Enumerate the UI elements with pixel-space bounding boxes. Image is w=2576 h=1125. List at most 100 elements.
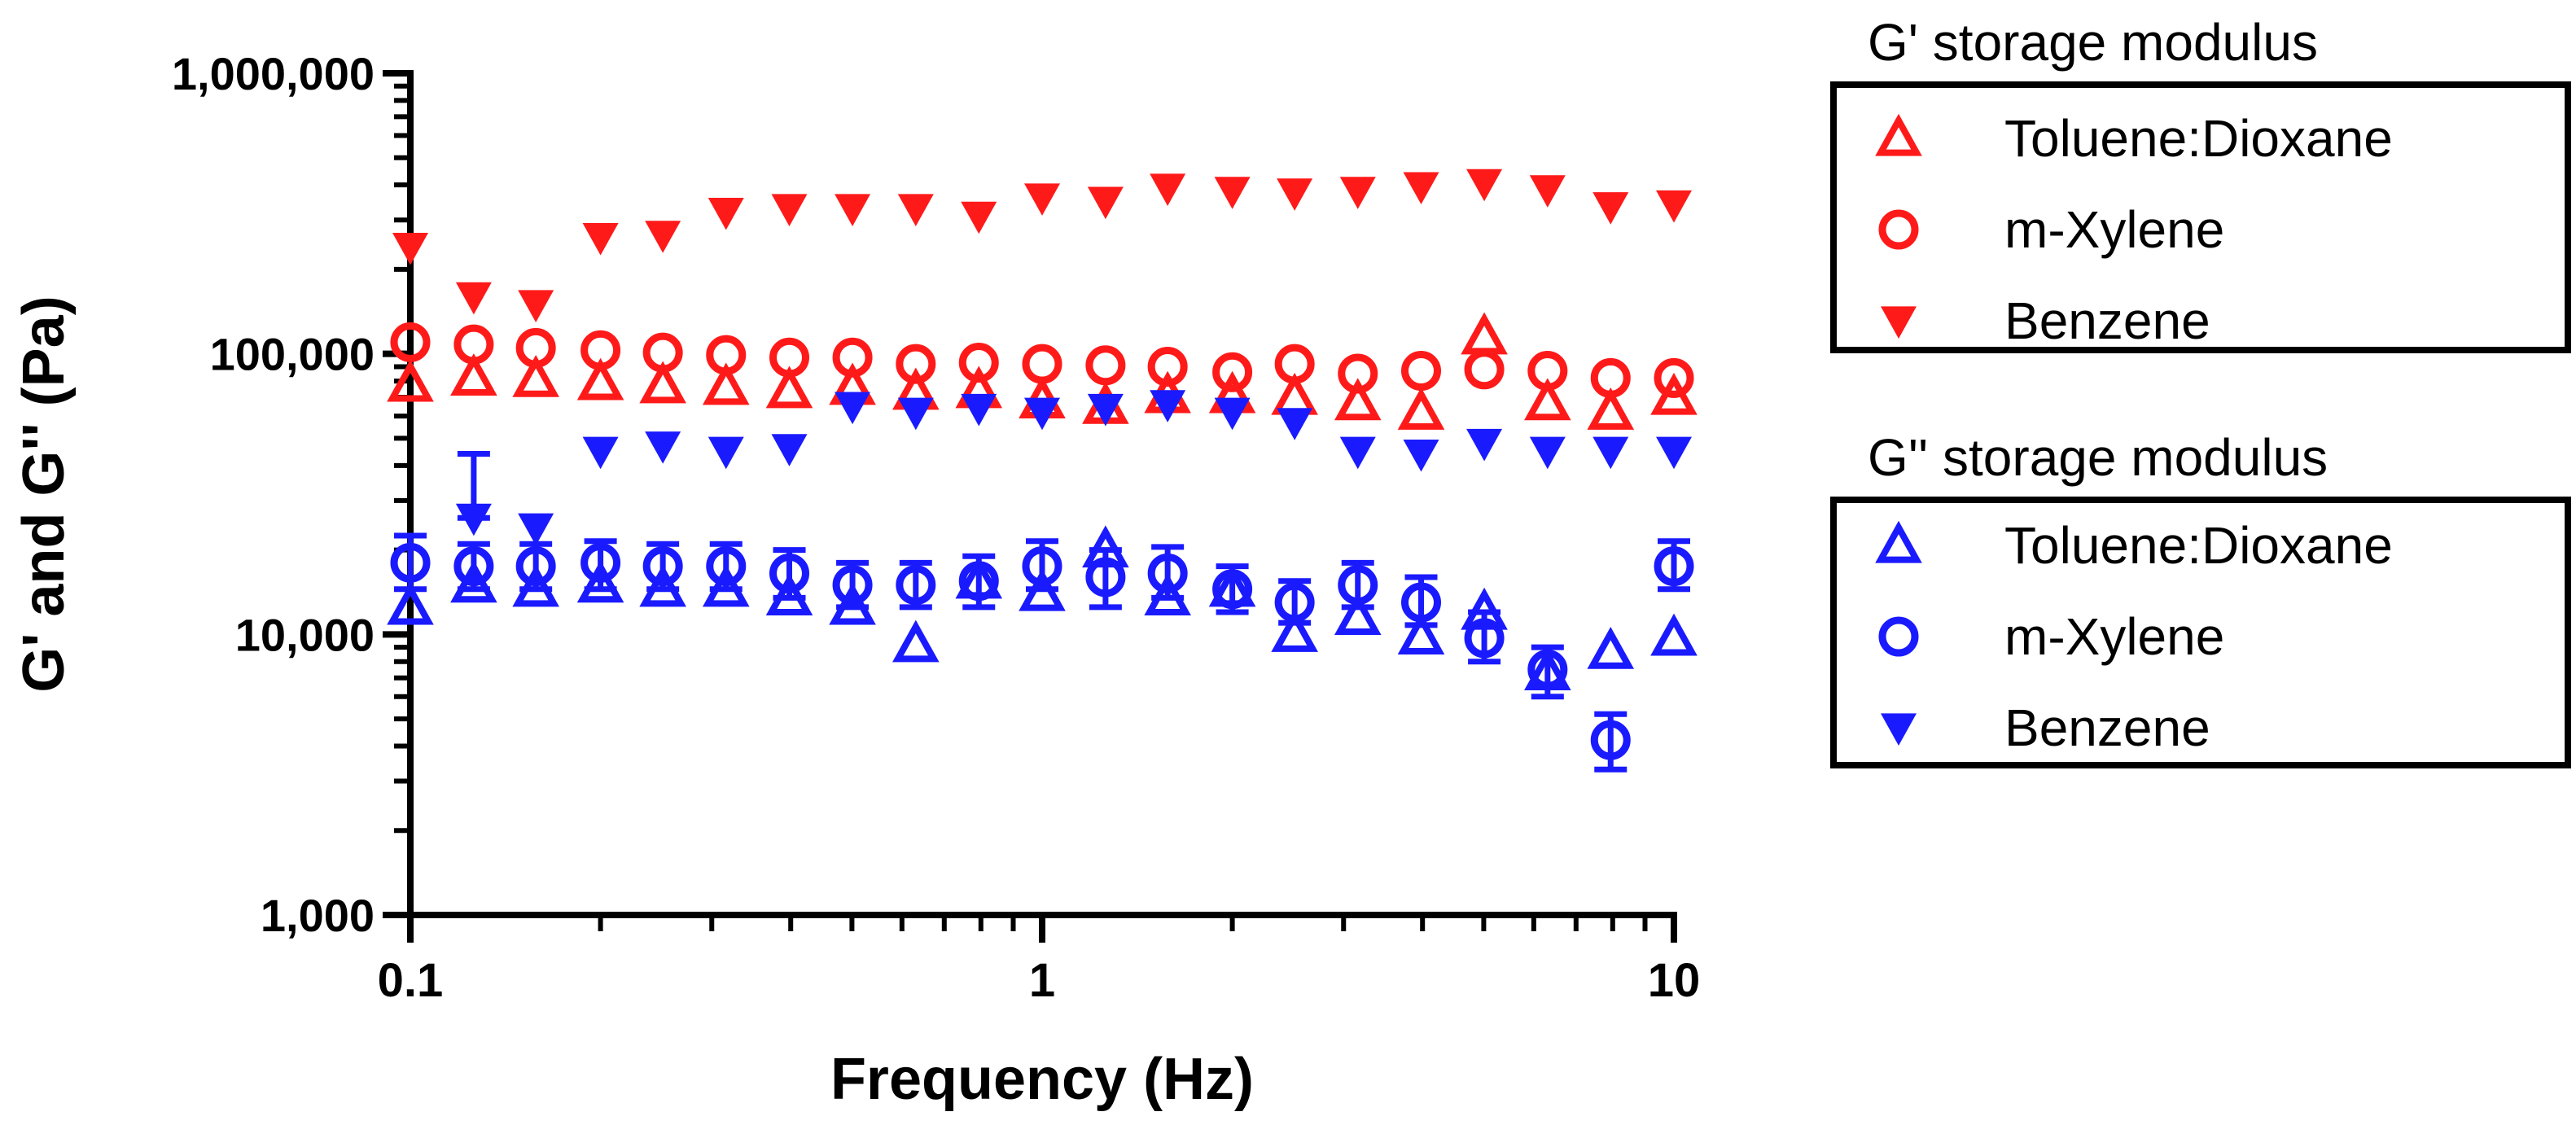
g-double-prime-benzene-point: [1024, 397, 1060, 431]
g-prime-m-xylene-point: [1401, 351, 1442, 392]
g-prime-benzene-point: [1150, 173, 1186, 206]
g-prime-m-xylene-point: [580, 330, 621, 370]
g-double-prime-m-xylene-point: [958, 561, 999, 602]
g-double-prime-benzene-point: [1529, 436, 1566, 470]
g-prime-m-xylene-point: [515, 327, 556, 368]
y-tick-label: 1,000: [261, 890, 375, 941]
g-prime-benzene-point: [897, 194, 934, 226]
g-double-prime-toluene-dioxane-point: [1271, 610, 1318, 652]
g-double-prime-benzene-point: [1656, 436, 1692, 470]
g-double-prime-benzene-point: [1087, 393, 1124, 427]
g-prime-benzene-point: [1592, 192, 1629, 225]
g-prime-benzene-point: [1466, 169, 1503, 202]
g-prime-benzene-point: [1339, 177, 1376, 209]
g-double-prime-benzene-point: [582, 436, 619, 470]
g-double-prime-m-xylene-point: [1338, 565, 1378, 606]
g-double-prime-toluene-dioxane-point: [1587, 626, 1635, 669]
g-prime-benzene-point: [835, 194, 871, 226]
g-double-prime-toluene-dioxane-point: [829, 582, 876, 625]
g-prime-benzene-point: [1214, 177, 1251, 209]
g-prime-benzene-point: [1087, 186, 1124, 220]
g-double-prime-m-xylene-point: [769, 553, 810, 593]
g-prime-toluene-dioxane-point: [1271, 372, 1318, 415]
legend-marker: [1875, 113, 1922, 156]
g-prime-m-xylene-point: [706, 335, 747, 375]
legend-g-double-prime-items: Toluene:Dioxane m-Xylene Benzene: [1875, 516, 2393, 757]
g-double-prime-benzene-point: [1339, 436, 1376, 470]
x-axis-title: Frequency (Hz): [830, 1047, 1254, 1112]
g-prime-benzene-point: [961, 201, 997, 234]
g-double-prime-toluene-dioxane-point: [576, 560, 624, 603]
g-prime-m-xylene-point: [642, 332, 683, 373]
legend-g-prime-items: Toluene:Dioxane m-Xylene Benzene: [1875, 109, 2393, 350]
g-double-prime-m-xylene-point: [1401, 582, 1442, 623]
g-prime-benzene-point: [518, 290, 554, 322]
g-double-prime-m-xylene-point: [390, 542, 431, 583]
g-double-prime-toluene-dioxane-point: [387, 582, 434, 625]
g-double-prime-benzene-point: [961, 393, 997, 427]
g-double-prime-toluene-dioxane-point: [765, 573, 813, 616]
data-marks: [387, 169, 1698, 773]
g-double-prime-m-xylene-point: [642, 546, 683, 587]
g-prime-benzene-point: [1529, 175, 1566, 208]
g-prime-benzene-point: [1656, 190, 1692, 223]
legend-marker: [1881, 306, 1917, 339]
g-prime-toluene-dioxane-point: [1334, 378, 1382, 421]
g-prime-toluene-dioxane-point: [450, 353, 497, 396]
g-prime-m-xylene-point: [1654, 357, 1694, 398]
x-tick-label: 1: [1029, 954, 1055, 1007]
g-double-prime-toluene-dioxane-point: [1334, 593, 1382, 636]
legend-label: Toluene:Dioxane: [2004, 109, 2393, 168]
legend-label: Benzene: [2004, 291, 2210, 350]
g-double-prime-benzene-point: [1214, 397, 1251, 431]
y-tick-label: 10,000: [235, 609, 375, 660]
legend-label: Benzene: [2004, 698, 2210, 757]
g-double-prime-toluene-dioxane-point: [512, 564, 559, 607]
g-double-prime-benzene-point: [771, 434, 808, 466]
g-double-prime-toluene-dioxane-point: [702, 564, 750, 607]
g-double-prime-m-xylene-point: [515, 546, 556, 587]
legend-marker: [1875, 520, 1922, 563]
g-prime-toluene-dioxane-point: [1461, 312, 1508, 355]
g-double-prime-toluene-dioxane-point: [1019, 568, 1066, 611]
g-double-prime-m-xylene-point: [706, 546, 747, 587]
g-double-prime-m-xylene-point: [1527, 649, 1568, 689]
g-prime-m-xylene-point: [832, 337, 873, 378]
y-ticks: 1,000 10,000 100,000 1,000,000: [172, 48, 410, 941]
g-double-prime-m-xylene-point: [1085, 557, 1126, 598]
g-prime-benzene-point: [582, 223, 619, 256]
g-prime-toluene-dioxane-point: [765, 366, 813, 409]
g-double-prime-benzene-point: [708, 436, 744, 470]
g-double-prime-m-xylene-point: [1212, 569, 1253, 610]
g-prime-toluene-dioxane-point: [1397, 387, 1445, 430]
legend-g-double-prime-title: G'' storage modulus: [1868, 428, 2328, 487]
g-prime-benzene-point: [455, 282, 492, 315]
g-double-prime-toluene-dioxane-point: [1650, 613, 1698, 656]
g-double-prime-benzene-point: [1150, 390, 1186, 422]
g-prime-toluene-dioxane-point: [512, 354, 559, 397]
x-tick-label: 10: [1648, 954, 1701, 1007]
g-double-prime-benzene-point: [1277, 408, 1313, 440]
y-tick-label: 100,000: [210, 329, 375, 380]
g-double-prime-benzene-point: [455, 503, 492, 536]
g-prime-benzene-point: [1403, 172, 1439, 205]
g-prime-benzene-point: [392, 233, 428, 265]
g-prime-benzene-point: [771, 194, 808, 226]
y-axis-title: G' and G'' (Pa): [11, 295, 77, 692]
legend-marker: [1878, 209, 1919, 250]
legend-g-double-prime-box: [1830, 497, 2571, 768]
g-double-prime-toluene-dioxane-point: [639, 564, 686, 607]
g-double-prime-benzene-point: [1466, 428, 1503, 462]
legend-g-double-prime: G'' storage modulus Toluene:Dioxane m-Xyl…: [1830, 428, 2571, 768]
g-prime-m-xylene-point: [1212, 352, 1253, 392]
g-double-prime-toluene-dioxane-point: [1144, 573, 1191, 616]
legend-g-prime: G' storage modulus Toluene:Dioxane m-Xyle…: [1830, 13, 2571, 353]
g-prime-m-xylene-point: [896, 344, 936, 384]
g-prime-m-xylene-point: [1464, 349, 1505, 390]
g-double-prime-m-xylene-point: [1464, 618, 1505, 659]
g-prime-m-xylene-point: [769, 337, 810, 378]
g-prime-m-xylene-point: [1274, 344, 1315, 384]
g-double-prime-benzene-point: [518, 513, 554, 546]
g-double-prime-benzene-point: [835, 392, 871, 425]
legend-label: m-Xylene: [2004, 200, 2224, 259]
